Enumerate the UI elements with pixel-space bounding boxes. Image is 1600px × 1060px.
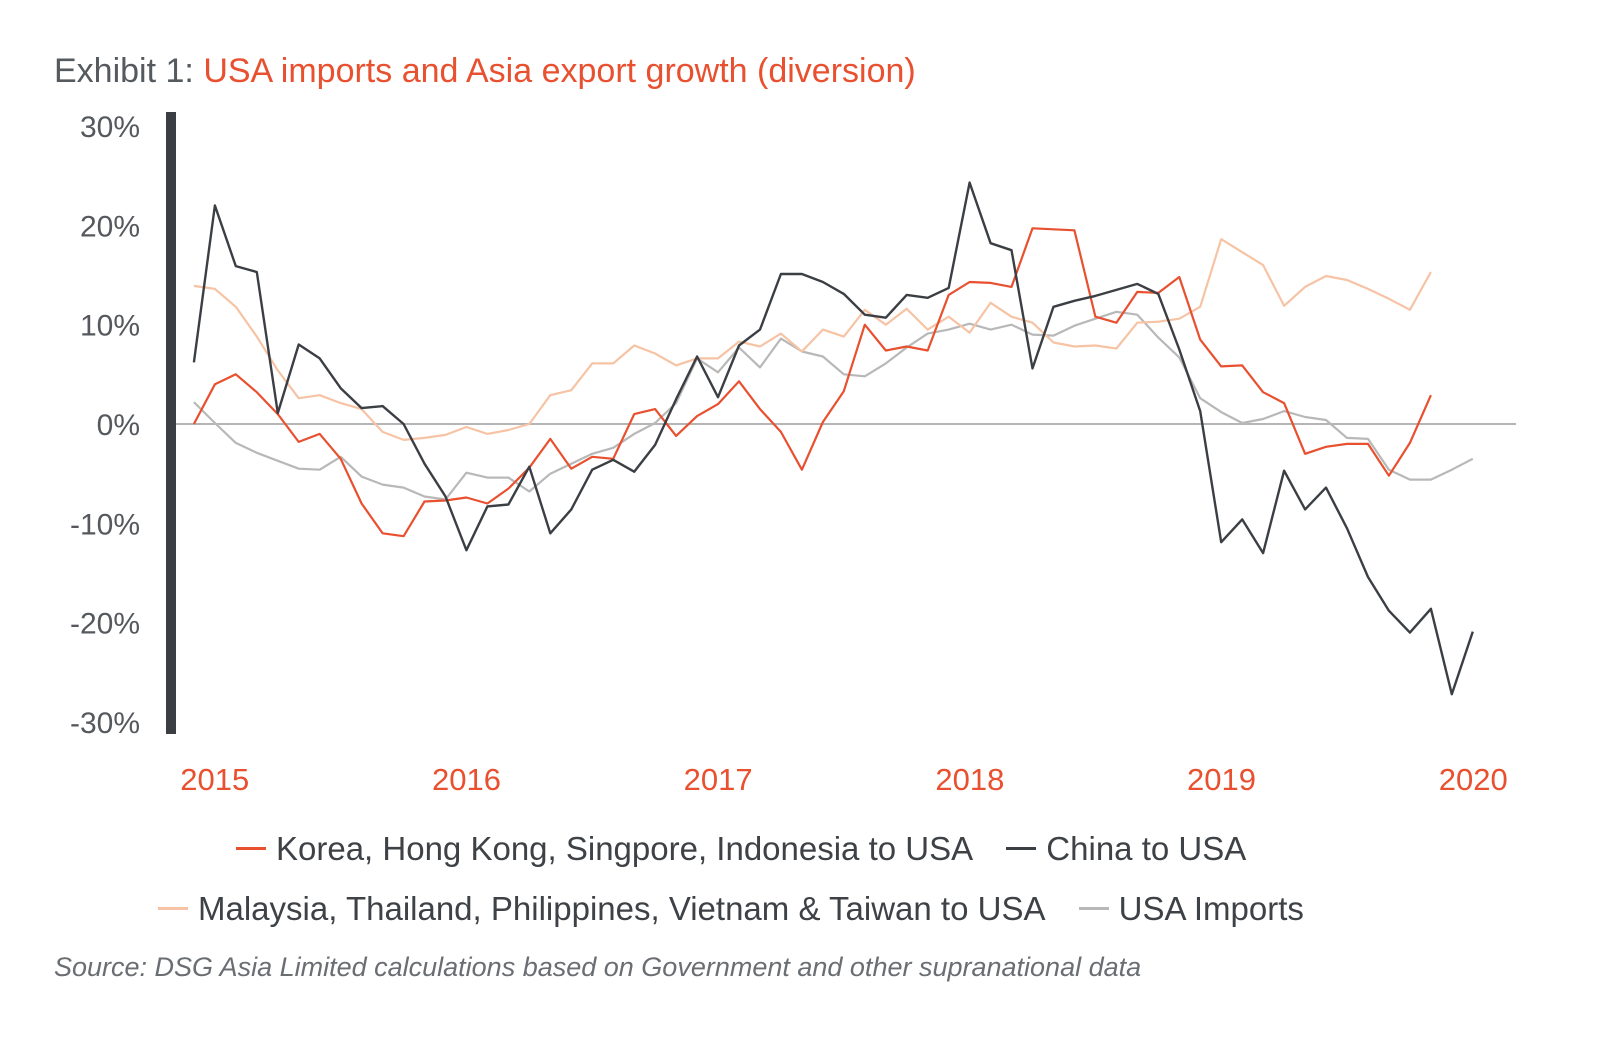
x-tick-label: 2015 — [180, 762, 249, 797]
legend-item-china: China to USA — [1006, 830, 1246, 868]
x-tick-label: 2018 — [935, 762, 1004, 797]
legend-label: Malaysia, Thailand, Philippines, Vietnam… — [198, 889, 1046, 927]
legend-item-malaysia-thailand-philippines-vietnam-taiwan: Malaysia, Thailand, Philippines, Vietnam… — [158, 890, 1045, 928]
series-lines — [192, 181, 1474, 696]
y-tick-label: -20% — [70, 608, 140, 641]
legend-row-2: Malaysia, Thailand, Philippines, Vietnam… — [158, 880, 1328, 928]
legend-swatch — [1006, 847, 1037, 850]
series-line-usa-imports — [193, 310, 1474, 501]
chart-title: Exhibit 1: USA imports and Asia export g… — [54, 52, 916, 91]
legend-item-usa-imports: USA Imports — [1078, 889, 1304, 928]
source-note: Source: DSG Asia Limited calculations ba… — [54, 952, 1142, 982]
x-tick-label: 2017 — [684, 762, 753, 797]
legend-swatch — [158, 907, 188, 910]
series-line-china-to-usa — [192, 181, 1474, 696]
y-axis-bar — [166, 112, 176, 734]
series-line-korea-hong-kong-singpore-indonesia-to-usa — [192, 227, 1432, 538]
y-tick-label: 0% — [97, 409, 140, 442]
legend-label: China to USA — [1046, 829, 1247, 867]
x-tick-label: 2016 — [432, 762, 501, 797]
x-tick-label: 2020 — [1439, 762, 1508, 797]
legend-label: Korea, Hong Kong, Singpore, Indonesia to… — [276, 829, 974, 867]
legend-item-korea-hk-singapore-indonesia: Korea, Hong Kong, Singpore, Indonesia to… — [236, 830, 973, 868]
chart-title-text: USA imports and Asia export growth (dive… — [203, 52, 916, 90]
legend-label: USA Imports — [1118, 889, 1304, 927]
y-tick-label: 30% — [80, 111, 140, 144]
y-tick-label: -30% — [70, 707, 140, 740]
legend-row-1: Korea, Hong Kong, Singpore, Indonesia to… — [236, 820, 1270, 868]
x-axis-ticks: 2015 2016 2017 2018 2019 2020 — [180, 762, 1507, 797]
legend-swatch — [236, 847, 266, 850]
y-axis-line — [166, 112, 176, 734]
legend-swatch — [1078, 907, 1109, 910]
y-tick-label: 10% — [80, 310, 140, 343]
y-axis-ticks: 30% 20% 10% 0% -10% -20% -30% — [70, 111, 140, 740]
series-line-malaysia-thailand-philippines-vietnam-taiwan-to-usa — [193, 238, 1432, 441]
y-tick-label: 20% — [80, 210, 140, 243]
exhibit-label: Exhibit 1: — [54, 52, 204, 90]
x-tick-label: 2019 — [1187, 762, 1256, 797]
y-tick-label: -10% — [70, 508, 140, 541]
